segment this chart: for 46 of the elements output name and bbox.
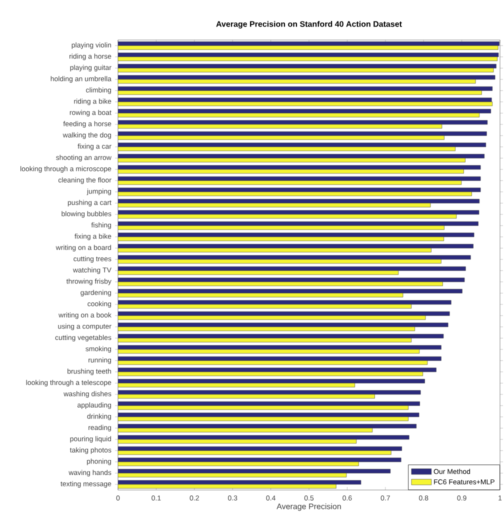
bar bbox=[118, 188, 481, 192]
bar bbox=[118, 458, 402, 462]
bar bbox=[118, 345, 442, 350]
bar bbox=[118, 176, 481, 181]
bar bbox=[118, 435, 410, 440]
bar bbox=[118, 356, 442, 361]
bar bbox=[118, 468, 391, 474]
bar bbox=[118, 75, 496, 80]
chart-title: Average Precision on Stanford 40 Action Dataset bbox=[216, 20, 402, 28]
bar bbox=[118, 165, 481, 170]
bar bbox=[118, 142, 486, 148]
bar bbox=[118, 45, 498, 50]
bar bbox=[118, 52, 499, 58]
bar bbox=[118, 68, 494, 72]
bar bbox=[118, 108, 491, 114]
bar bbox=[118, 198, 480, 204]
bar bbox=[118, 412, 420, 418]
bar bbox=[118, 41, 500, 46]
bar bbox=[118, 480, 362, 485]
bar bbox=[118, 322, 448, 328]
bar bbox=[118, 120, 488, 125]
bar bbox=[118, 266, 466, 271]
bar bbox=[118, 378, 425, 384]
bar bbox=[118, 446, 402, 451]
bar bbox=[118, 64, 496, 68]
bar bbox=[118, 300, 452, 305]
bar bbox=[118, 390, 421, 395]
x-axis-title: Average Precision bbox=[276, 503, 341, 511]
bar bbox=[118, 56, 498, 62]
bar bbox=[118, 424, 416, 428]
bar bbox=[118, 86, 493, 91]
bar bbox=[118, 255, 471, 260]
bar bbox=[118, 98, 492, 102]
bar bbox=[118, 368, 436, 372]
bar bbox=[118, 221, 478, 226]
bar bbox=[118, 311, 450, 316]
bar bbox=[118, 278, 465, 282]
bar bbox=[118, 232, 474, 238]
bar bbox=[118, 244, 474, 248]
bar bbox=[118, 401, 420, 406]
bar bbox=[118, 334, 444, 338]
bar bbox=[118, 154, 484, 158]
bar bbox=[118, 210, 480, 215]
bar bbox=[118, 102, 493, 106]
bar bbox=[118, 131, 487, 136]
bar bbox=[118, 288, 462, 294]
